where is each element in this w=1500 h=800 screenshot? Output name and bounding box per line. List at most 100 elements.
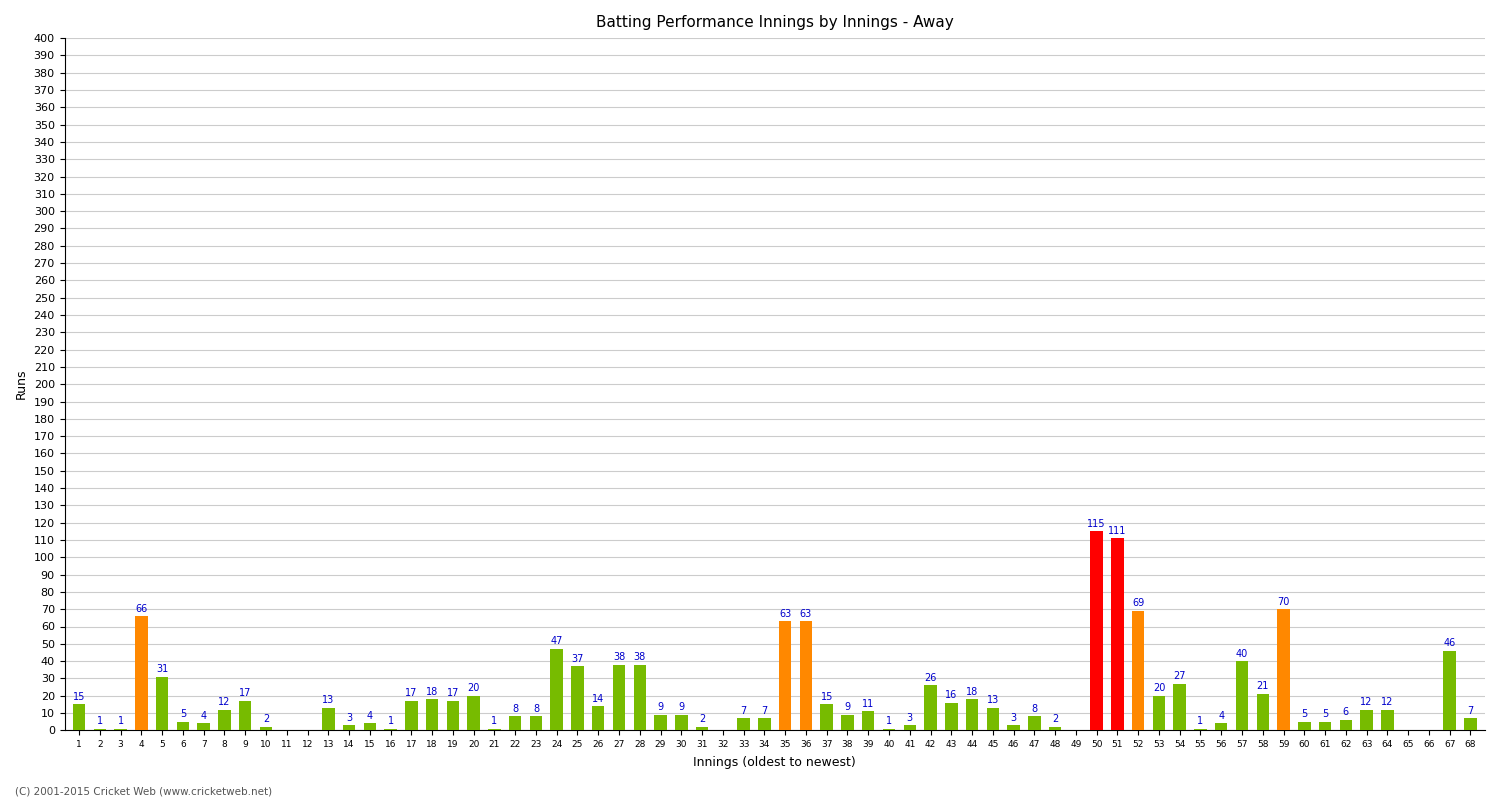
Text: 3: 3 bbox=[346, 713, 352, 722]
Bar bbox=[572, 666, 584, 730]
Bar bbox=[1048, 727, 1062, 730]
Text: 7: 7 bbox=[1467, 706, 1473, 716]
Bar bbox=[1382, 710, 1394, 730]
Text: 17: 17 bbox=[447, 688, 459, 698]
Bar bbox=[884, 729, 896, 730]
Text: 1: 1 bbox=[117, 716, 123, 726]
Text: 5: 5 bbox=[180, 709, 186, 719]
Bar bbox=[633, 665, 646, 730]
Text: 66: 66 bbox=[135, 603, 147, 614]
Bar bbox=[344, 725, 355, 730]
Bar bbox=[738, 718, 750, 730]
Text: 15: 15 bbox=[821, 692, 833, 702]
Text: 3: 3 bbox=[1011, 713, 1017, 722]
Bar bbox=[903, 725, 916, 730]
Text: 3: 3 bbox=[906, 713, 914, 722]
X-axis label: Innings (oldest to newest): Innings (oldest to newest) bbox=[693, 756, 856, 769]
Bar bbox=[945, 702, 957, 730]
Text: 63: 63 bbox=[778, 609, 792, 618]
Bar bbox=[821, 704, 833, 730]
Text: 13: 13 bbox=[322, 695, 334, 706]
Text: 13: 13 bbox=[987, 695, 999, 706]
Bar bbox=[156, 677, 168, 730]
Text: 38: 38 bbox=[614, 652, 626, 662]
Bar bbox=[217, 710, 231, 730]
Text: 14: 14 bbox=[592, 694, 604, 703]
Bar bbox=[862, 711, 874, 730]
Text: 4: 4 bbox=[366, 711, 374, 721]
Text: 12: 12 bbox=[217, 697, 231, 707]
Text: 6: 6 bbox=[1342, 707, 1348, 718]
Bar bbox=[1194, 729, 1206, 730]
Text: 4: 4 bbox=[1218, 711, 1224, 721]
Bar bbox=[1028, 717, 1041, 730]
Text: 17: 17 bbox=[238, 688, 252, 698]
Bar bbox=[614, 665, 626, 730]
Bar bbox=[447, 701, 459, 730]
Bar bbox=[426, 699, 438, 730]
Text: 46: 46 bbox=[1443, 638, 1456, 648]
Text: 9: 9 bbox=[657, 702, 663, 712]
Bar bbox=[198, 723, 210, 730]
Text: 37: 37 bbox=[572, 654, 584, 664]
Text: 115: 115 bbox=[1088, 518, 1106, 529]
Bar bbox=[93, 729, 106, 730]
Bar bbox=[1278, 609, 1290, 730]
Bar bbox=[509, 717, 522, 730]
Bar bbox=[1112, 538, 1124, 730]
Bar bbox=[592, 706, 604, 730]
Bar bbox=[468, 696, 480, 730]
Bar bbox=[405, 701, 417, 730]
Bar bbox=[800, 622, 812, 730]
Text: 20: 20 bbox=[1154, 683, 1166, 693]
Text: 18: 18 bbox=[426, 686, 438, 697]
Bar bbox=[1318, 722, 1332, 730]
Text: 7: 7 bbox=[762, 706, 768, 716]
Bar bbox=[1340, 720, 1352, 730]
Text: 26: 26 bbox=[924, 673, 936, 682]
Text: 31: 31 bbox=[156, 664, 168, 674]
Bar bbox=[530, 717, 542, 730]
Bar bbox=[114, 729, 128, 730]
Bar bbox=[1132, 611, 1144, 730]
Bar bbox=[384, 729, 398, 730]
Bar bbox=[654, 714, 668, 730]
Text: 18: 18 bbox=[966, 686, 978, 697]
Text: 1: 1 bbox=[886, 716, 892, 726]
Text: 9: 9 bbox=[844, 702, 850, 712]
Bar bbox=[238, 701, 252, 730]
Bar bbox=[675, 714, 687, 730]
Bar bbox=[1152, 696, 1166, 730]
Text: 27: 27 bbox=[1173, 671, 1186, 681]
Text: 20: 20 bbox=[468, 683, 480, 693]
Bar bbox=[1090, 531, 1102, 730]
Text: 5: 5 bbox=[1322, 709, 1328, 719]
Text: 2: 2 bbox=[1052, 714, 1058, 724]
Text: 1: 1 bbox=[98, 716, 104, 726]
Bar bbox=[488, 729, 501, 730]
Y-axis label: Runs: Runs bbox=[15, 369, 28, 399]
Bar bbox=[758, 718, 771, 730]
Text: 2: 2 bbox=[262, 714, 268, 724]
Text: 1: 1 bbox=[492, 716, 498, 726]
Text: 40: 40 bbox=[1236, 649, 1248, 658]
Text: 47: 47 bbox=[550, 637, 562, 646]
Bar bbox=[1173, 684, 1186, 730]
Text: 15: 15 bbox=[74, 692, 86, 702]
Text: 1: 1 bbox=[387, 716, 393, 726]
Bar bbox=[1298, 722, 1311, 730]
Text: 63: 63 bbox=[800, 609, 812, 618]
Bar bbox=[135, 616, 147, 730]
Text: 111: 111 bbox=[1108, 526, 1126, 536]
Text: 2: 2 bbox=[699, 714, 705, 724]
Bar bbox=[1360, 710, 1372, 730]
Text: 8: 8 bbox=[532, 704, 538, 714]
Bar bbox=[924, 686, 936, 730]
Text: 12: 12 bbox=[1360, 697, 1372, 707]
Title: Batting Performance Innings by Innings - Away: Batting Performance Innings by Innings -… bbox=[596, 15, 954, 30]
Text: 7: 7 bbox=[741, 706, 747, 716]
Text: 5: 5 bbox=[1300, 709, 1308, 719]
Bar bbox=[1443, 650, 1456, 730]
Text: 17: 17 bbox=[405, 688, 417, 698]
Bar bbox=[177, 722, 189, 730]
